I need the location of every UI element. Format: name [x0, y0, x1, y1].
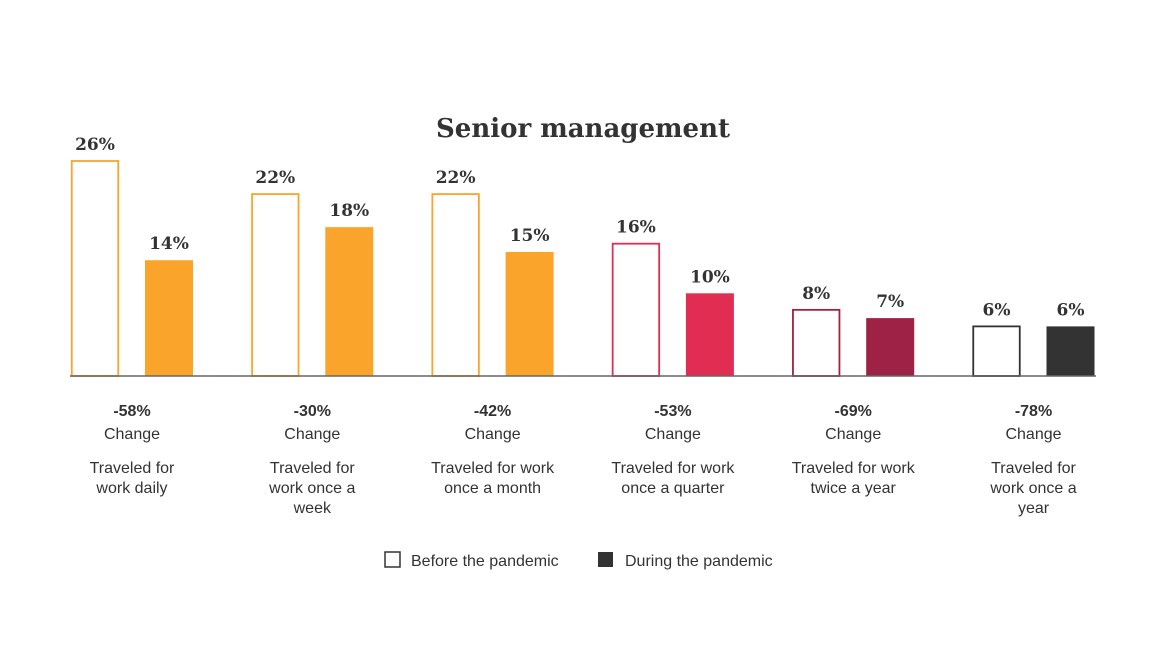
legend: Before the pandemic During the pandemic — [384, 551, 773, 570]
value-label: 22% — [255, 168, 295, 188]
value-label: 16% — [616, 218, 656, 238]
value-label: 8% — [802, 284, 830, 304]
bar-during-5 — [1046, 326, 1095, 376]
category-label: twice a year — [811, 480, 897, 497]
change-value: -69% — [835, 403, 872, 420]
change-value: -53% — [654, 403, 691, 420]
category-label: work once a — [268, 480, 355, 497]
legend-label-during: During the pandemic — [625, 553, 773, 570]
category-label: Traveled for work — [611, 460, 735, 477]
value-label: 6% — [983, 300, 1011, 320]
bar-before-5 — [972, 325, 1021, 377]
change-value: -58% — [113, 403, 150, 420]
bar-before-4 — [792, 308, 841, 377]
bar-before-2 — [431, 193, 480, 377]
value-label: 18% — [329, 201, 369, 221]
labels: 26% 14% -58% Change Traveled for work daily 22… — [75, 135, 1084, 517]
category-label: once a quarter — [621, 480, 725, 497]
bar-before-3 — [611, 242, 661, 377]
bar-before-1 — [251, 193, 300, 377]
value-label: 15% — [510, 226, 550, 246]
category-label: Traveled for — [90, 460, 175, 477]
category-label: Traveled for work — [792, 460, 916, 477]
legend-swatch-before — [384, 551, 401, 568]
category-label: once a month — [444, 480, 541, 497]
value-label: 26% — [75, 135, 115, 155]
bar-during-4 — [866, 318, 915, 376]
change-value: -78% — [1015, 403, 1052, 420]
change-label: Change — [645, 426, 701, 443]
category-label: week — [293, 500, 332, 517]
bar-during-2 — [505, 251, 554, 376]
value-label: 22% — [436, 168, 476, 188]
value-label: 7% — [876, 292, 904, 312]
change-label: Change — [1005, 426, 1061, 443]
bar-before-0 — [70, 160, 120, 377]
category-label: Traveled for work — [431, 460, 555, 477]
value-label: 10% — [690, 267, 730, 287]
legend-swatch-during — [598, 552, 613, 567]
category-label: work daily — [95, 480, 167, 497]
change-label: Change — [465, 426, 521, 443]
value-label: 14% — [149, 234, 189, 254]
value-label: 6% — [1057, 300, 1085, 320]
change-value: -30% — [294, 403, 331, 420]
bar-during-0 — [145, 260, 193, 376]
chart-title: Senior management — [436, 114, 730, 144]
category-label: Traveled for — [991, 460, 1076, 477]
bar-during-3 — [685, 293, 734, 376]
bars — [70, 160, 1095, 377]
change-label: Change — [825, 426, 881, 443]
category-label: year — [1018, 500, 1050, 517]
change-value: -42% — [474, 403, 511, 420]
change-label: Change — [284, 426, 340, 443]
legend-label-before: Before the pandemic — [411, 553, 559, 570]
category-label: Traveled for — [270, 460, 355, 477]
bar-during-1 — [325, 227, 374, 376]
category-label: work once a — [989, 480, 1076, 497]
change-label: Change — [104, 426, 160, 443]
